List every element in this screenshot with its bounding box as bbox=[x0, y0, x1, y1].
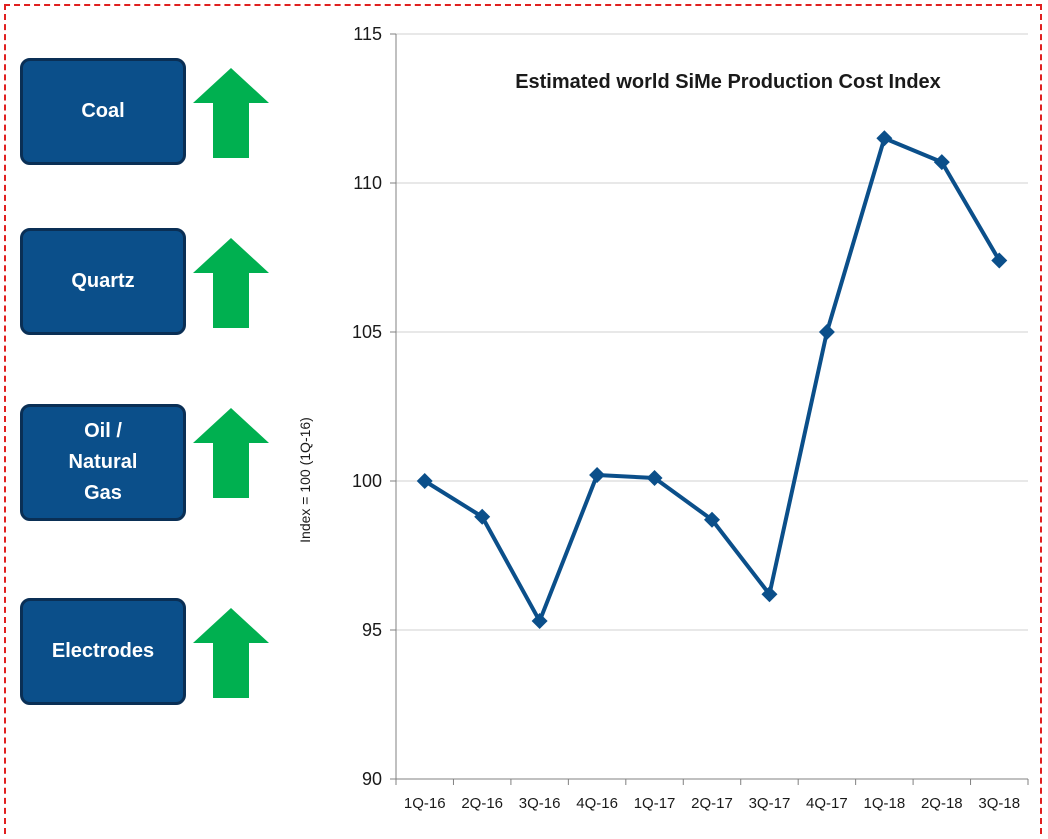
y-tick-label: 100 bbox=[352, 471, 382, 491]
x-tick-label: 2Q-17 bbox=[691, 795, 733, 812]
up-arrow-icon bbox=[193, 238, 269, 328]
data-point-marker bbox=[876, 130, 893, 147]
series-line bbox=[423, 136, 1001, 624]
data-point-marker bbox=[991, 252, 1008, 269]
up-arrow-icon bbox=[193, 68, 269, 158]
x-tick-label: 3Q-18 bbox=[978, 795, 1020, 812]
y-axis-label: Index = 100 (1Q-16) bbox=[297, 417, 313, 543]
x-tick-label: 3Q-16 bbox=[519, 795, 561, 812]
chart-title: Estimated world SiMe Production Cost Ind… bbox=[515, 71, 941, 93]
data-point-marker bbox=[531, 613, 548, 630]
up-arrow-icon bbox=[193, 608, 269, 698]
gridlines bbox=[396, 33, 1028, 631]
x-tick-label: 1Q-16 bbox=[404, 795, 446, 812]
x-tick-label: 3Q-17 bbox=[749, 795, 791, 812]
cost-driver-box: Coal bbox=[20, 58, 186, 165]
axes: 90 95 100 105 110 115 1Q-16 2Q-16 3Q-16 4Q-16 1Q-1… bbox=[352, 24, 1029, 812]
x-tick-label: 4Q-17 bbox=[806, 795, 848, 812]
series bbox=[416, 130, 1008, 630]
data-point-marker bbox=[704, 511, 720, 528]
x-tick-label: 2Q-16 bbox=[461, 795, 503, 812]
y-tick-label: 90 bbox=[362, 769, 382, 789]
data-point-marker bbox=[589, 467, 606, 484]
dashed-frame bbox=[4, 4, 1042, 834]
data-point-marker bbox=[933, 154, 950, 171]
data-point-marker bbox=[761, 586, 778, 603]
x-tick-label: 4Q-16 bbox=[576, 795, 618, 812]
y-tick-label: 110 bbox=[353, 173, 382, 193]
data-point-marker bbox=[416, 473, 433, 489]
y-tick-label: 115 bbox=[353, 24, 382, 44]
data-point-marker bbox=[818, 324, 835, 340]
y-tick-label: 105 bbox=[352, 322, 382, 342]
cost-driver-box: Oil / Natural Gas bbox=[20, 404, 186, 521]
cost-driver-box: Electrodes bbox=[20, 598, 186, 705]
x-tick-label: 1Q-17 bbox=[634, 795, 676, 812]
up-arrow-icon bbox=[193, 408, 269, 498]
y-tick-label: 95 bbox=[362, 620, 382, 640]
cost-driver-box: Quartz bbox=[20, 228, 186, 335]
x-tick-label: 1Q-18 bbox=[864, 795, 906, 812]
data-point-marker bbox=[474, 508, 491, 525]
data-point-marker bbox=[646, 470, 663, 487]
x-tick-label: 2Q-18 bbox=[921, 795, 963, 812]
